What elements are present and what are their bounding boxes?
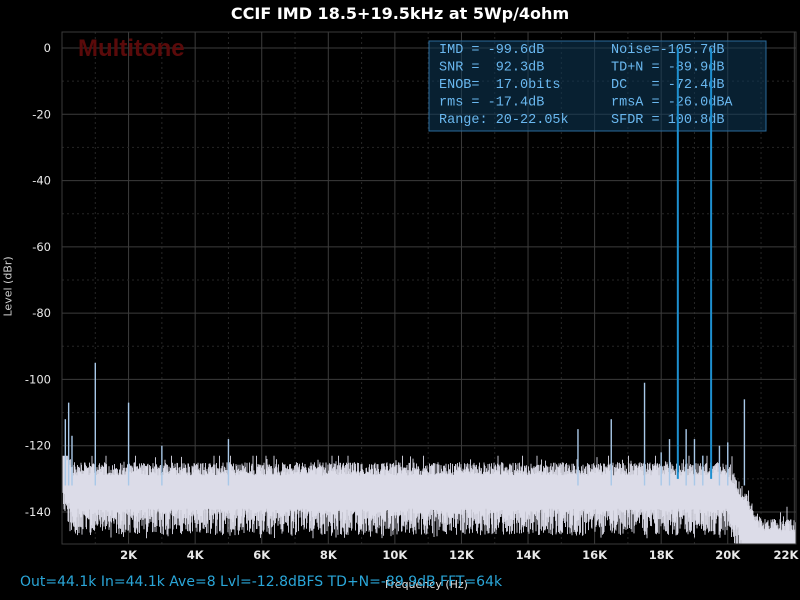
x-tick-label: 20K <box>715 548 741 562</box>
readout-value: IMD = -99.6dB <box>439 43 544 58</box>
y-tick-labels: 0 -20 -40 -60 -80 -100 -120 -140 <box>25 41 51 519</box>
readout-value: ENOB= 17.0bits <box>439 78 561 93</box>
x-tick-label: 2K <box>120 548 138 562</box>
tone-lines <box>676 48 713 479</box>
x-tick-label: 14K <box>516 548 542 562</box>
x-tick-label: 6K <box>253 548 271 562</box>
readout-value: rmsA = -26.0dBA <box>611 96 733 111</box>
x-tick-label: 4K <box>187 548 205 562</box>
readout-value: SFDR = 100.8dB <box>611 113 724 128</box>
plot-frame <box>61 31 797 545</box>
readout-value: SNR = 92.3dB <box>439 61 544 76</box>
chart-title: CCIF IMD 18.5+19.5kHz at 5Wp/4ohm <box>230 4 570 23</box>
x-tick-label: 16K <box>582 548 608 562</box>
y-tick-label: -80 <box>32 306 51 320</box>
x-tick-label: 12K <box>449 548 475 562</box>
y-tick-label: -60 <box>32 240 51 254</box>
x-axis-label: Frequency (Hz) <box>385 578 468 591</box>
status-footer: Out=44.1k In=44.1k Ave=8 Lvl=-12.8dBFS T… <box>20 574 503 590</box>
noise-floor-trace <box>62 455 796 544</box>
noise-floor <box>62 455 796 544</box>
y-tick-label: -40 <box>32 174 51 188</box>
readout-panel: IMD = -99.6dB Noise=-105.7dB SNR = 92.3dB T… <box>428 40 767 132</box>
y-tick-label: -20 <box>32 107 51 121</box>
readout-value: rms = -17.4dB <box>439 96 544 111</box>
x-tick-label: 10K <box>382 548 408 562</box>
watermark: Multitone <box>78 35 185 62</box>
spur-lines <box>64 362 746 486</box>
readout-value: Range: 20-22.05k <box>439 113 569 128</box>
x-tick-label: 8K <box>320 548 338 562</box>
x-tick-label: 18K <box>649 548 675 562</box>
y-tick-label: -140 <box>25 505 51 519</box>
readout-value: TD+N = -89.9dB <box>611 61 724 76</box>
x-tick-labels: 2K 4K 6K 8K 10K 12K 14K 16K 18K 20K 22K <box>120 548 799 562</box>
y-tick-label: -100 <box>25 372 51 386</box>
y-tick-label: -120 <box>25 439 51 453</box>
x-tick-label: 22K <box>774 548 800 562</box>
y-tick-label: 0 <box>44 41 51 55</box>
readout-value: DC = -72.4dB <box>611 78 724 93</box>
readout-value: Noise=-105.7dB <box>611 43 724 58</box>
readout-box <box>428 40 767 132</box>
